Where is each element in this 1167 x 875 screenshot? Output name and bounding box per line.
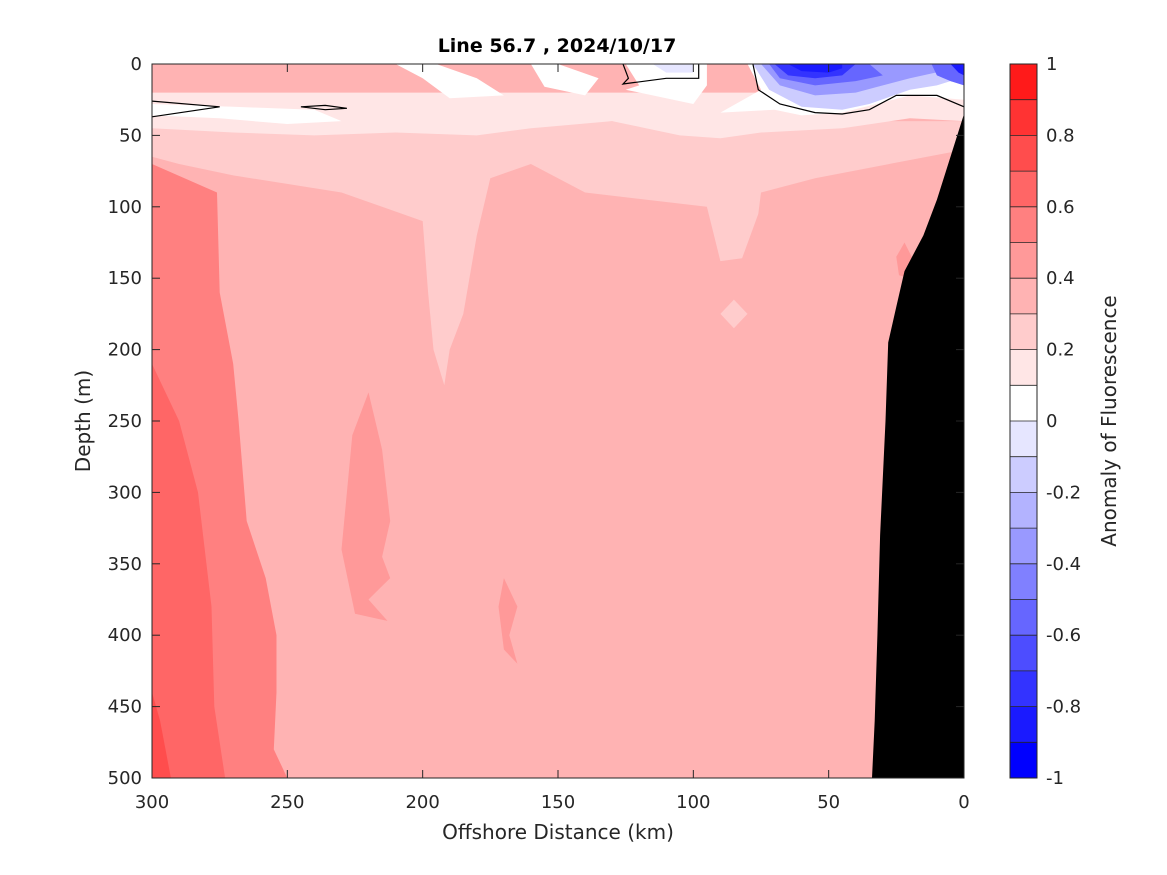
colorbar-band-8 [1010, 456, 1037, 493]
y-tick-label-2: 100 [108, 197, 142, 218]
colorbar-band-9 [1010, 421, 1037, 457]
contour-region-3 [152, 692, 171, 778]
contour-region-22 [950, 64, 964, 76]
colorbar-tick-label-6: -0.2 [1046, 482, 1081, 503]
contour-region-12 [530, 64, 599, 96]
contour-region-10 [152, 104, 342, 124]
contour-region-8 [720, 299, 748, 329]
x-tick-label-3: 150 [541, 792, 575, 813]
plot-area [151, 63, 965, 779]
bathymetry-layer [872, 114, 964, 778]
x-tick-label-1: 250 [270, 792, 304, 813]
y-tick-label-4: 200 [108, 340, 142, 361]
x-tick-label-5: 50 [817, 792, 840, 813]
colorbar-band-15 [1010, 206, 1037, 243]
colorbar-tick-label-5: 0 [1046, 411, 1057, 432]
contour-region-5 [498, 578, 518, 664]
colorbar-band-6 [1010, 528, 1037, 564]
y-tick-label-7: 350 [108, 554, 142, 575]
colorbar-tick-label-3: 0.4 [1046, 268, 1075, 289]
x-axis-label: Offshore Distance (km) [442, 820, 674, 844]
colorbar-tick-label-7: -0.4 [1046, 554, 1081, 575]
colorbar-tick-label-9: -0.8 [1046, 697, 1081, 718]
y-axis: 0 50 100 150 200 250 300 350 400 450 500 [108, 54, 964, 789]
x-tick-label-0: 300 [135, 792, 169, 813]
x-axis: 300 250 200 150 100 50 0 [135, 64, 970, 813]
y-tick-label-0: 0 [131, 54, 142, 75]
y-tick-label-10: 500 [108, 768, 142, 789]
zero-contour-3 [752, 64, 964, 115]
y-tick-label-6: 300 [108, 482, 142, 503]
contour-region-11 [395, 64, 504, 99]
contour-region-7 [152, 121, 964, 386]
y-tick-label-9: 450 [108, 697, 142, 718]
colorbar-band-18 [1010, 99, 1037, 136]
zero-contour-1 [300, 104, 347, 111]
x-tick-label-2: 200 [405, 792, 439, 813]
colorbar-band-19 [1010, 64, 1037, 100]
colorbar-band-0 [1010, 742, 1037, 778]
colorbar-band-1 [1010, 706, 1037, 743]
contour-region-4 [341, 392, 391, 621]
contour-fill-layer [152, 64, 964, 778]
y-tick-label-3: 150 [108, 268, 142, 289]
contour-region-13 [625, 64, 707, 104]
contour-region-2 [152, 363, 226, 778]
colorbar-tick-label-2: 0.6 [1046, 197, 1075, 218]
colorbar-band-16 [1010, 171, 1037, 207]
colorbar-tick-label-10: -1 [1046, 768, 1064, 789]
colorbar-band-7 [1010, 492, 1037, 529]
zero-contour-layer [152, 64, 964, 118]
colorbar: 1 0.8 0.6 0.4 0.2 0 -0.2 -0.4 -0.6 -0.8 -1 [1009, 54, 1081, 789]
y-tick-label-5: 250 [108, 411, 142, 432]
x-tick-label-4: 100 [676, 792, 710, 813]
colorbar-band-2 [1010, 670, 1037, 707]
y-tick-label-8: 400 [108, 625, 142, 646]
colorbar-frame [1009, 63, 1038, 779]
zero-contour-2 [621, 64, 700, 85]
x-tick-label-6: 0 [958, 792, 969, 813]
colorbar-band-5 [1010, 563, 1037, 600]
colorbar-band-12 [1010, 313, 1037, 350]
colorbar-band-11 [1010, 349, 1037, 386]
colorbar-band-3 [1010, 635, 1037, 671]
y-tick-label-1: 50 [119, 125, 142, 146]
bathymetry-seafloor [872, 114, 964, 778]
colorbar-band-4 [1010, 599, 1037, 636]
colorbar-tick-label-4: 0.2 [1046, 340, 1075, 361]
colorbar-band-17 [1010, 135, 1037, 172]
colorbar-band-13 [1010, 278, 1037, 314]
colorbar-band-10 [1010, 385, 1037, 421]
colorbar-tick-label-0: 1 [1046, 54, 1057, 75]
colorbar-tick-label-8: -0.6 [1046, 625, 1081, 646]
y-axis-label: Depth (m) [71, 370, 95, 472]
colorbar-band-14 [1010, 242, 1037, 279]
colorbar-label: Anomaly of Fluorescence [1097, 295, 1121, 546]
colorbar-tick-label-1: 0.8 [1046, 125, 1075, 146]
contour-region-15 [652, 64, 694, 73]
chart-title: Line 56.7 , 2024/10/17 [438, 35, 677, 57]
zero-contour-0 [152, 100, 220, 118]
